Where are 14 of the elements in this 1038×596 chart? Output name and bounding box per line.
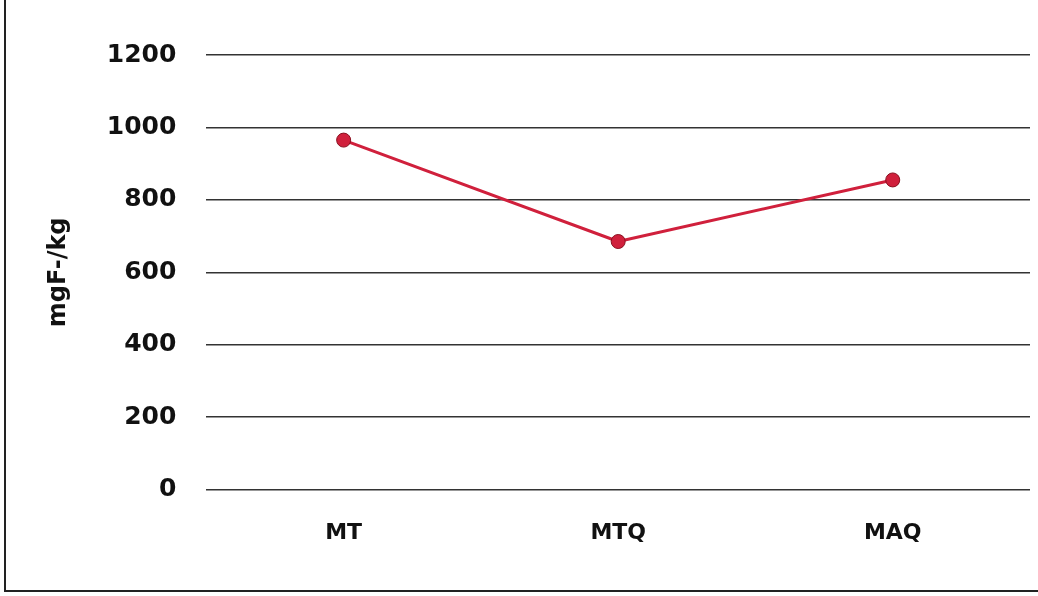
point (336, 132, 352, 148)
y-tick-label: 1000 (106, 110, 177, 140)
y-tick-label: 400 (124, 328, 177, 358)
y-tick-label: 800 (124, 183, 177, 213)
x-tick-label: MAQ (863, 518, 922, 544)
point (610, 234, 626, 250)
y-tick-label: 0 (158, 473, 177, 503)
y-tick-label: 600 (124, 255, 177, 285)
y-tick-label: 1200 (106, 38, 177, 68)
x-tick-label: MT (325, 518, 363, 544)
y-axis-title: mgF-/kg (42, 217, 71, 328)
y-tick-label: 200 (124, 400, 177, 430)
point (885, 172, 901, 188)
x-tick-label: MTQ (590, 518, 646, 544)
